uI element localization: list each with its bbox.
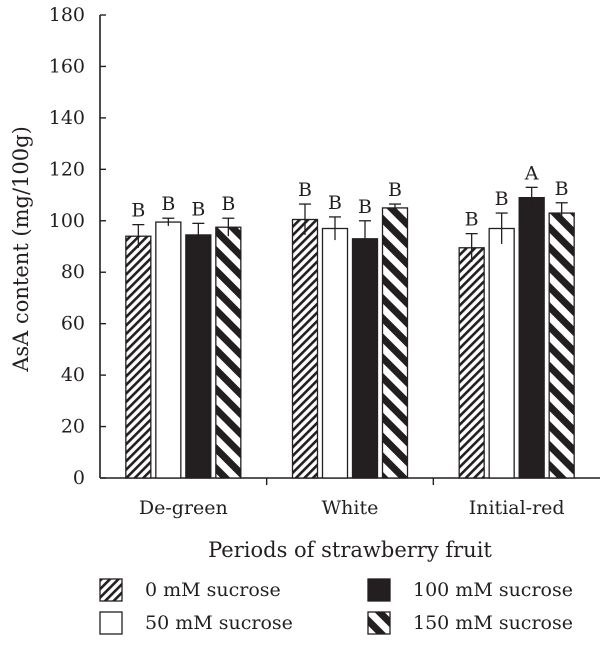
significance-letter: B: [328, 192, 342, 214]
bar: [458, 247, 485, 479]
significance-letter: B: [358, 196, 372, 218]
y-tick-label: 60: [61, 313, 85, 335]
significance-letter: B: [221, 193, 235, 215]
bar: [185, 234, 212, 479]
significance-letter: B: [555, 178, 569, 200]
bar: [488, 227, 515, 479]
legend-swatch: [99, 611, 123, 635]
significance-letter: B: [495, 188, 509, 210]
significance-letter: B: [298, 179, 312, 201]
y-tick-label: 120: [49, 158, 85, 180]
legend-label: 150 mM sucrose: [413, 612, 573, 634]
significance-letter: B: [388, 179, 402, 201]
legend-swatch: [99, 578, 123, 602]
x-tick-label: White: [322, 497, 379, 519]
bar: [125, 235, 152, 479]
significance-letter: A: [524, 162, 539, 184]
y-tick-label: 140: [49, 107, 85, 129]
legend-swatch: [367, 578, 391, 602]
bar: [215, 226, 242, 479]
bar: [381, 207, 409, 479]
y-tick-label: 20: [61, 416, 85, 438]
y-tick-label: 100: [49, 210, 85, 232]
significance-letter: B: [161, 193, 175, 215]
significance-letter: B: [465, 209, 479, 231]
bar: [155, 221, 182, 479]
bar: [351, 238, 379, 479]
legend-swatch: [367, 611, 391, 635]
y-tick-label: 160: [49, 55, 85, 77]
significance-letter: B: [131, 200, 145, 222]
significance-letter: B: [191, 198, 205, 220]
y-tick-label: 0: [73, 467, 85, 489]
y-axis-title: AsA content (mg/100g): [9, 126, 33, 373]
legend-label: 100 mM sucrose: [413, 579, 573, 601]
legend: 0 mM sucrose 50 mM sucrose 100 mM sucrose 1…: [99, 578, 573, 635]
bar: [321, 227, 349, 479]
x-tick-label: De-green: [139, 497, 228, 519]
y-tick-label: 40: [61, 364, 85, 386]
y-tick-label: 80: [61, 261, 85, 283]
bar: [548, 212, 575, 479]
bar: [518, 196, 545, 479]
legend-label: 0 mM sucrose: [145, 579, 281, 601]
legend-label: 50 mM sucrose: [145, 612, 293, 634]
y-tick-label: 180: [49, 4, 85, 26]
x-tick-label: Initial-red: [469, 497, 565, 519]
bar: [291, 218, 319, 479]
x-axis-title: Periods of strawberry fruit: [208, 538, 492, 562]
